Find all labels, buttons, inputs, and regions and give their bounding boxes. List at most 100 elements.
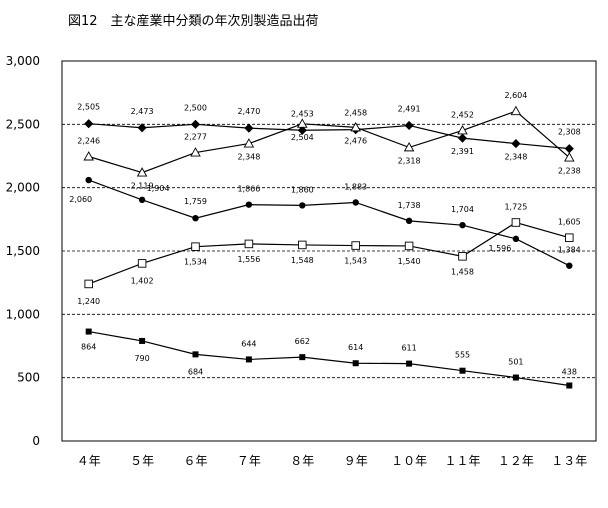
data-label: 790 bbox=[134, 354, 149, 363]
data-point bbox=[564, 152, 575, 162]
data-label: 1,534 bbox=[184, 258, 207, 267]
data-point bbox=[190, 119, 201, 129]
data-label: 2,504 bbox=[291, 133, 314, 142]
data-label: 1,725 bbox=[504, 203, 527, 212]
data-point bbox=[405, 217, 413, 225]
data-label: 2,500 bbox=[184, 103, 207, 112]
data-point bbox=[511, 139, 521, 149]
data-label: 2,473 bbox=[131, 107, 154, 116]
data-point bbox=[245, 201, 253, 208]
data-label: 1,904 bbox=[147, 184, 170, 193]
data-label: 2,453 bbox=[291, 109, 314, 118]
data-point bbox=[459, 367, 466, 374]
x-axis-tick-labels: ４年 ５年 ６年 ７年 ８年 ９年 １０年 １１年 １２年 １３年 bbox=[77, 454, 588, 468]
data-point bbox=[351, 241, 360, 250]
data-point bbox=[297, 118, 308, 128]
x-tick-label: ７年 bbox=[237, 454, 261, 468]
data-label: 2,277 bbox=[184, 133, 207, 142]
data-label: 1,540 bbox=[398, 257, 421, 266]
data-point bbox=[512, 235, 520, 243]
data-point bbox=[566, 262, 573, 269]
x-tick-label: ９年 bbox=[344, 454, 368, 468]
x-tick-label: １３年 bbox=[551, 454, 587, 468]
series-line bbox=[88, 179, 570, 267]
data-point bbox=[565, 233, 574, 242]
data-point bbox=[512, 374, 519, 381]
data-point bbox=[404, 241, 414, 251]
data-label: 2,604 bbox=[504, 91, 527, 100]
data-point bbox=[85, 176, 92, 184]
data-label: 684 bbox=[188, 367, 203, 376]
data-point bbox=[297, 125, 307, 135]
data-label: 2,476 bbox=[344, 136, 367, 145]
data-label: 1,384 bbox=[558, 246, 581, 255]
data-label: 2,491 bbox=[398, 104, 421, 113]
data-label: 2,348 bbox=[504, 153, 527, 162]
data-point bbox=[457, 124, 468, 135]
data-label: 1,866 bbox=[237, 185, 260, 194]
series-group bbox=[83, 105, 575, 389]
data-label: 662 bbox=[295, 337, 310, 346]
y-tick-label: 2,000 bbox=[6, 181, 40, 195]
data-label: 2,505 bbox=[77, 103, 100, 112]
y-tick-label: 500 bbox=[17, 371, 40, 385]
data-point bbox=[139, 337, 146, 344]
data-point bbox=[459, 221, 466, 229]
data-point bbox=[137, 259, 147, 268]
y-tick-label: 2,500 bbox=[6, 117, 40, 131]
data-point bbox=[566, 382, 573, 389]
data-label: 2,391 bbox=[451, 147, 474, 156]
data-label: 1,738 bbox=[398, 201, 421, 210]
data-label: 438 bbox=[562, 368, 577, 377]
data-point bbox=[406, 360, 413, 367]
data-label: 2,308 bbox=[558, 128, 581, 137]
x-tick-label: １２年 bbox=[498, 454, 534, 468]
data-point bbox=[244, 123, 254, 133]
data-label: 2,452 bbox=[451, 110, 474, 119]
data-point bbox=[403, 141, 415, 152]
data-labels: 2,505 2,473 2,500 2,470 2,453 2,458 2,491 2,391… bbox=[69, 91, 581, 376]
data-label: 2,458 bbox=[344, 109, 367, 118]
y-axis-tick-labels: 0 500 1,000 1,500 2,000 2,500 3,000 bbox=[6, 54, 40, 448]
data-label: 644 bbox=[241, 339, 256, 348]
data-label: 1,704 bbox=[451, 205, 474, 214]
y-tick-label: 0 bbox=[32, 434, 40, 448]
data-point bbox=[511, 218, 521, 227]
data-label: 1,458 bbox=[451, 267, 474, 276]
data-label: 2,060 bbox=[69, 195, 92, 204]
data-label: 1,596 bbox=[488, 244, 511, 253]
data-point bbox=[84, 279, 93, 289]
x-tick-label: ６年 bbox=[183, 454, 207, 468]
data-point bbox=[298, 240, 307, 250]
data-point bbox=[352, 199, 359, 206]
data-point bbox=[83, 151, 94, 161]
data-label: 2,318 bbox=[398, 156, 421, 165]
x-tick-label: ５年 bbox=[130, 454, 154, 468]
gridlines bbox=[62, 123, 596, 379]
x-tick-label: １１年 bbox=[444, 454, 480, 468]
x-tick-label: ８年 bbox=[290, 454, 314, 468]
chart-title: 図12 主な産業中分類の年次別製造品出荷 bbox=[68, 14, 319, 29]
data-point bbox=[404, 120, 414, 131]
data-point bbox=[192, 214, 199, 222]
data-point bbox=[138, 196, 146, 204]
data-point bbox=[136, 167, 148, 177]
data-point bbox=[84, 119, 94, 129]
data-point bbox=[243, 138, 255, 148]
y-tick-label: 1,000 bbox=[6, 307, 40, 321]
data-point bbox=[350, 121, 361, 132]
series-line bbox=[88, 123, 570, 150]
data-label: 611 bbox=[401, 344, 416, 353]
data-label: 501 bbox=[508, 358, 523, 367]
data-label: 1,883 bbox=[344, 182, 367, 191]
plot-area-frame bbox=[61, 60, 597, 442]
data-point bbox=[510, 105, 522, 116]
data-point bbox=[192, 351, 199, 358]
series-line bbox=[88, 221, 570, 285]
data-label: 1,240 bbox=[77, 297, 100, 306]
data-point bbox=[191, 242, 200, 251]
y-tick-label: 1,500 bbox=[6, 244, 40, 258]
data-point bbox=[244, 239, 254, 249]
data-label: 1,556 bbox=[237, 255, 260, 264]
